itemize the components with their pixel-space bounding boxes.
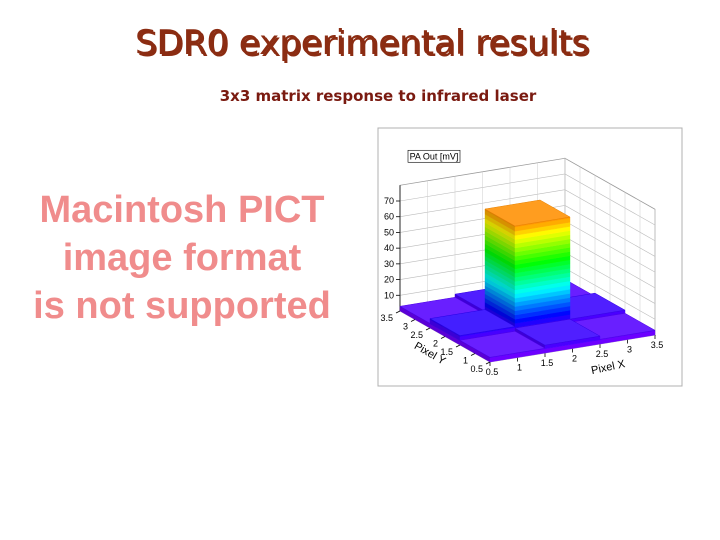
y-tick-label: 1.5 bbox=[440, 347, 453, 357]
z-title-box bbox=[407, 149, 461, 163]
y-tick-label: 2 bbox=[433, 339, 438, 349]
tick-mark bbox=[455, 344, 461, 348]
cell-top-face bbox=[514, 318, 601, 346]
tick-mark bbox=[410, 319, 416, 322]
x-tick-label: 2.5 bbox=[596, 349, 609, 359]
tick-mark bbox=[470, 353, 476, 356]
y-tick-label: 3.5 bbox=[380, 313, 393, 323]
z-title: PA Out [mV] bbox=[410, 151, 459, 161]
x-tick-label: 1 bbox=[517, 363, 522, 373]
z-tick-label: 40 bbox=[384, 243, 394, 253]
title-shadow: SDR0 experimental results bbox=[137, 25, 591, 65]
tick-mark bbox=[425, 327, 431, 331]
z-tick-label: 70 bbox=[384, 196, 394, 206]
placeholder-line: is not supported bbox=[33, 285, 331, 327]
placeholder-line: image format bbox=[63, 237, 302, 279]
z-tick-label: 50 bbox=[384, 227, 394, 237]
x-tick-label: 0.5 bbox=[486, 367, 499, 377]
x-tick-label: 1.5 bbox=[541, 358, 554, 368]
tick-mark bbox=[485, 361, 491, 365]
z-tick-label: 30 bbox=[384, 259, 394, 269]
tick-mark bbox=[395, 310, 401, 314]
x-tick-label: 3.5 bbox=[651, 340, 664, 350]
y-tick-label: 1 bbox=[463, 356, 468, 366]
x-tick-label: 2 bbox=[572, 354, 577, 364]
y-tick-label: 0.5 bbox=[470, 364, 483, 374]
z-tick-label: 60 bbox=[384, 212, 394, 222]
placeholder-line: Macintosh PICT bbox=[39, 189, 324, 231]
tick-mark bbox=[440, 336, 446, 339]
x-tick-label: 3 bbox=[627, 345, 632, 355]
y-tick-label: 2.5 bbox=[410, 330, 423, 340]
slide-title: SDR0 experimental results bbox=[135, 23, 589, 63]
slide-subtitle: 3x3 matrix response to infrared laser bbox=[220, 87, 537, 105]
z-tick-label: 20 bbox=[384, 275, 394, 285]
cell-top-face bbox=[459, 331, 546, 358]
lego-cell bbox=[484, 199, 571, 337]
cell-top-face bbox=[429, 309, 516, 336]
lego-cell bbox=[459, 331, 546, 363]
cell-top-face bbox=[484, 199, 571, 227]
y-tick-label: 3 bbox=[403, 322, 408, 332]
z-tick-label: 10 bbox=[384, 290, 394, 300]
